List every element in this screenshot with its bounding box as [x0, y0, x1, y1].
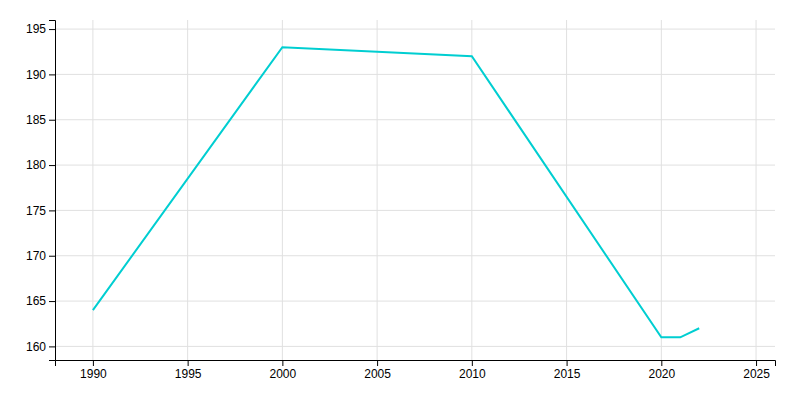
y-tick: 160 [26, 340, 55, 354]
x-tick: 2010 [459, 360, 486, 381]
y-tick-label: 190 [26, 68, 46, 82]
y-tick-mark [49, 29, 55, 30]
grid-line-y [55, 165, 775, 166]
x-tick-mark [93, 360, 94, 366]
x-tick-label: 2010 [459, 367, 486, 381]
grid-line-x [566, 20, 567, 360]
y-axis: 160 165 170 175 180 185 190 195 [26, 21, 56, 361]
x-tick-label: 2005 [364, 367, 391, 381]
plot: 1990 1995 2000 2005 2010 2015 2020 2025 160 165 17… [26, 20, 776, 381]
x-tick: 2000 [270, 360, 297, 381]
x-tick: 2005 [364, 360, 391, 381]
grid-line-x [661, 20, 662, 360]
grid-line-x [756, 20, 757, 360]
y-tick-label: 160 [26, 340, 46, 354]
x-tick-label: 1995 [175, 367, 202, 381]
y-tick-mark [49, 165, 55, 166]
grid-line-x [471, 20, 472, 360]
y-tick: 175 [26, 204, 55, 218]
y-tick-label: 180 [26, 158, 46, 172]
x-tick-label: 2020 [648, 367, 675, 381]
marks [93, 47, 699, 337]
x-axis: 1990 1995 2000 2005 2010 2015 2020 2025 [56, 360, 776, 381]
y-tick-label: 185 [26, 113, 46, 127]
grid-line-y [55, 210, 775, 211]
x-tick: 2015 [554, 360, 581, 381]
y-tick-mark [49, 301, 55, 302]
y-axis-line [49, 21, 56, 361]
grid [55, 20, 775, 360]
y-tick-mark [49, 210, 55, 211]
x-tick-label: 2015 [554, 367, 581, 381]
x-tick: 1990 [80, 360, 107, 381]
grid-line-y [55, 346, 775, 347]
y-tick: 185 [26, 113, 55, 127]
y-tick-label: 170 [26, 249, 46, 263]
line [93, 47, 699, 337]
y-tick: 195 [26, 22, 55, 36]
y-tick: 180 [26, 158, 55, 172]
x-tick-label: 1990 [80, 367, 107, 381]
x-tick-mark [377, 360, 378, 366]
y-tick: 170 [26, 249, 55, 263]
x-tick-mark [282, 360, 283, 366]
y-tick-mark [49, 346, 55, 347]
x-tick-mark [661, 360, 662, 366]
y-tick-mark [49, 120, 55, 121]
grid-line-y [55, 29, 775, 30]
y-tick-mark [49, 74, 55, 75]
y-tick: 165 [26, 294, 55, 308]
grid-line-x [187, 20, 188, 360]
x-tick: 2025 [743, 360, 770, 381]
y-tick: 190 [26, 68, 55, 82]
x-tick-mark [472, 360, 473, 366]
x-tick: 1995 [175, 360, 202, 381]
grid-line-y [55, 119, 775, 120]
grid-line-y [55, 301, 775, 302]
x-axis-line [56, 361, 776, 367]
x-tick-label: 2025 [743, 367, 770, 381]
grid-line-y [55, 255, 775, 256]
grid-line-x [282, 20, 283, 360]
y-tick-mark [49, 256, 55, 257]
x-tick: 2020 [648, 360, 675, 381]
x-tick-mark [188, 360, 189, 366]
x-tick-label: 2000 [270, 367, 297, 381]
grid-line-x [377, 20, 378, 360]
y-tick-label: 165 [26, 294, 46, 308]
grid-line-y [55, 74, 775, 75]
y-tick-label: 195 [26, 22, 46, 36]
y-tick-label: 175 [26, 204, 46, 218]
x-tick-mark [567, 360, 568, 366]
chart: 1990 1995 2000 2005 2010 2015 2020 2025 160 165 17… [0, 0, 800, 400]
x-tick-mark [756, 360, 757, 366]
